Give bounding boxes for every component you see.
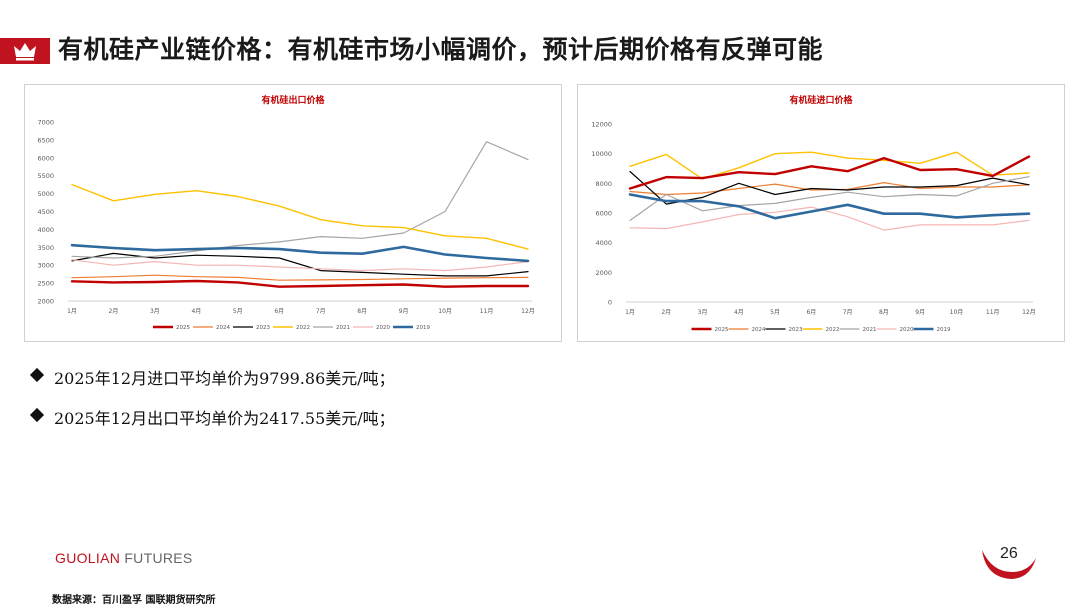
legend-label-2024: 2024: [752, 327, 766, 333]
x-tick-label: 7月: [316, 308, 326, 315]
brand-name-part-a: GUOLIAN: [55, 550, 121, 566]
legend-label-2022: 2022: [296, 325, 310, 331]
y-tick-label: 7000: [37, 119, 54, 127]
x-tick-label: 3月: [150, 308, 160, 315]
page-number-badge: 26: [976, 528, 1040, 584]
y-tick-label: 10000: [591, 150, 612, 158]
data-source-note: 数据来源：百川盈孚 国联期货研究所: [52, 595, 216, 606]
y-tick-label: 8000: [595, 180, 612, 188]
page-number-swoosh-icon: [982, 550, 1036, 579]
legend-label-2020: 2020: [900, 327, 914, 333]
chart-svg: 有机硅出口价格 2000 2500 3000 3500 4000 4500 5000 5500 6…: [37, 94, 535, 331]
x-tick-label: 9月: [399, 308, 409, 315]
export-price-chart: 有机硅出口价格 2000 2500 3000 3500 4000 4500 5000 5500 6…: [24, 84, 562, 342]
legend-label-2025: 2025: [715, 327, 729, 333]
y-tick-label: 3000: [37, 262, 54, 270]
series-line-2024: [71, 274, 529, 281]
crown-icon: [14, 43, 36, 57]
legend-label-2019: 2019: [937, 327, 951, 333]
y-tick-label: 3500: [37, 244, 54, 252]
x-tick-label: 10月: [950, 309, 964, 316]
legend-label-2023: 2023: [789, 327, 803, 333]
series-line-2023: [71, 252, 529, 277]
y-tick-label: 6000: [595, 210, 612, 218]
chart-title: 有机硅进口价格: [789, 94, 853, 106]
x-tick-label: 8月: [357, 308, 367, 315]
chart-svg: 有机硅进口价格 0 2000 4000 6000 8000 10000 12000 1月 2月 3月…: [591, 94, 1036, 333]
legend-label-2019: 2019: [416, 325, 430, 331]
x-tick-label: 10月: [438, 308, 452, 315]
y-tick-label: 2000: [595, 269, 612, 277]
x-tick-label: 6月: [806, 309, 816, 316]
x-tick-label: 9月: [915, 309, 925, 316]
x-tick-label: 5月: [770, 309, 780, 316]
title-crown-badge: [0, 38, 50, 64]
series-line-2025: [70, 279, 530, 288]
y-tick-label: 2000: [37, 298, 54, 306]
x-tick-label: 12月: [1022, 309, 1036, 316]
x-tick-label: 1月: [625, 309, 635, 316]
import-price-chart: 有机硅进口价格 0 2000 4000 6000 8000 10000 12000 1月 2月 3月…: [577, 84, 1065, 342]
y-tick-label: 5500: [37, 172, 54, 180]
y-tick-label: 6000: [37, 154, 54, 162]
y-tick-label: 4000: [37, 226, 54, 234]
series-line-2022: [629, 151, 1030, 180]
series-line-2022: [71, 183, 529, 250]
series-line-2019: [70, 243, 530, 263]
series-line-2025: [628, 155, 1031, 190]
y-tick-label: 0: [608, 299, 612, 307]
x-tick-label: 3月: [698, 309, 708, 316]
x-tick-label: 7月: [843, 309, 853, 316]
series-line-2020: [71, 259, 529, 272]
x-tick-label: 2月: [109, 308, 119, 315]
series-line-2024: [629, 181, 1030, 196]
y-tick-label: 4500: [37, 208, 54, 216]
x-tick-label: 4月: [734, 309, 744, 316]
legend-label-2022: 2022: [826, 327, 840, 333]
page-number: 26: [1000, 545, 1018, 562]
y-tick-label: 12000: [591, 121, 612, 129]
legend-label-2020: 2020: [376, 325, 390, 331]
y-tick-label: 4000: [595, 239, 612, 247]
diamond-bullet-icon: [29, 367, 45, 383]
y-tick-label: 2500: [37, 280, 54, 288]
bullet-text-export: 2025年12月出口平均单价为2417.55美元/吨；: [54, 409, 395, 428]
crown-base-icon: [16, 58, 34, 61]
y-tick-label: 5000: [37, 190, 54, 198]
x-tick-label: 1月: [67, 308, 77, 315]
x-tick-label: 11月: [986, 309, 1000, 316]
page-title: 有机硅产业链价格：有机硅市场小幅调价，预计后期价格有反弹可能: [58, 35, 824, 64]
y-tick-label: 6500: [37, 136, 54, 144]
bullet-text-import: 2025年12月进口平均单价为9799.86美元/吨；: [54, 369, 395, 388]
legend-label-2024: 2024: [216, 325, 230, 331]
x-tick-label: 11月: [480, 308, 494, 315]
diamond-bullet-icon: [29, 407, 45, 423]
x-tick-label: 2月: [661, 309, 671, 316]
brand-logo: GUOLIAN FUTURES: [55, 550, 193, 566]
series-line-2020: [629, 206, 1030, 231]
x-tick-label: 6月: [274, 308, 284, 315]
legend-label-2021: 2021: [863, 327, 877, 333]
legend-label-2023: 2023: [256, 325, 270, 331]
x-tick-label: 4月: [191, 308, 201, 315]
x-tick-label: 8月: [879, 309, 889, 316]
chart-title: 有机硅出口价格: [261, 94, 325, 106]
legend-label-2025: 2025: [176, 325, 190, 331]
series-line-2023: [629, 170, 1030, 205]
x-tick-label: 5月: [233, 308, 243, 315]
series-line-2021: [71, 141, 529, 259]
x-tick-label: 12月: [521, 308, 535, 315]
legend-label-2021: 2021: [336, 325, 350, 331]
series-line-2019: [628, 193, 1031, 220]
series-line-2021: [629, 176, 1030, 221]
brand-name-part-b: FUTURES: [124, 550, 193, 566]
